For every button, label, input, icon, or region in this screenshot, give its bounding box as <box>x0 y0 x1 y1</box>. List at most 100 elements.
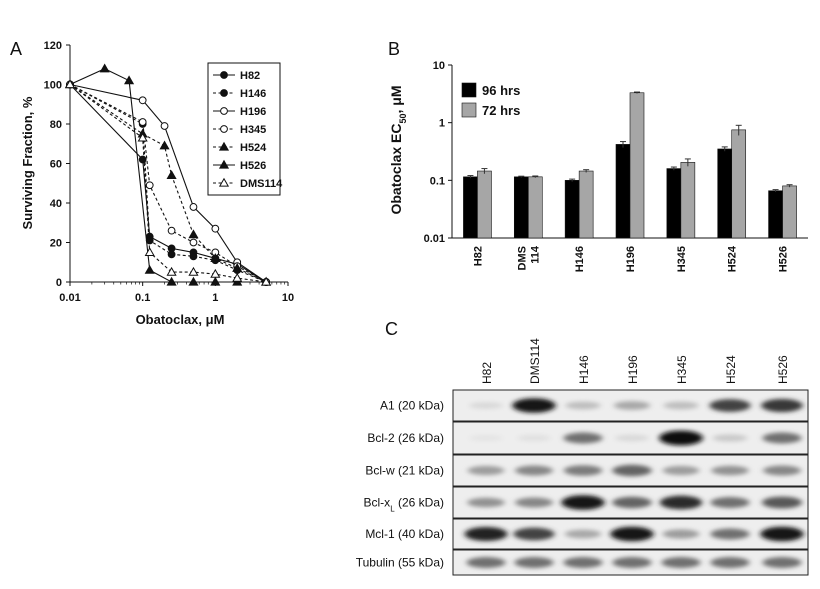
panel-a-x-tick-label: 0.01 <box>59 292 80 304</box>
panel-a-point <box>124 75 135 85</box>
panel-a-point <box>189 252 198 261</box>
panel-c-band <box>612 464 652 477</box>
panel-b-legend-swatch <box>461 102 477 118</box>
panel-b-group-h345 <box>666 158 696 239</box>
panel-a-x-tick-label: 10 <box>282 292 294 304</box>
panel-c-column-label: H345 <box>675 355 689 384</box>
panel-c-row-label: Tubulin (55 kDa) <box>356 556 444 570</box>
panel-b-group-h526 <box>768 184 797 239</box>
panel-b-group-h524 <box>717 124 747 239</box>
panel-c-row-label: Bcl-2 (26 kDa) <box>367 431 444 445</box>
panel-c-band <box>515 497 553 508</box>
panel-c-band <box>711 465 749 476</box>
panel-c-band <box>762 557 802 568</box>
panel-b-x-tick-label: DMS114 <box>516 245 541 270</box>
panel-a-y-tick-label: 60 <box>50 159 62 171</box>
panel-a-y-tick-label: 40 <box>50 198 62 210</box>
panel-a-legend: H82 H146 H196 H345 H524 H526 DMS114 <box>207 62 283 196</box>
panel-c-column-label: H526 <box>776 355 790 384</box>
panel-a-point <box>137 132 148 142</box>
panel-c-western-blot: H82 DMS114 H146 H196 H345 H524 H526 A1 (20 kDa… <box>356 338 809 576</box>
panel-a-point <box>188 266 199 276</box>
panel-c-band <box>512 398 556 413</box>
panel-b-x-tick-label: H82 <box>472 246 484 266</box>
panel-c-band <box>563 432 603 444</box>
panel-b-x-tick-label: H146 <box>574 246 586 272</box>
panel-b-bar <box>629 92 645 239</box>
panel-a-series-h526 <box>64 63 243 286</box>
panel-a-x-tick-label: 1 <box>212 292 218 304</box>
panel-a-point <box>167 226 176 235</box>
panel-b-y-tick-label: 10 <box>433 60 445 72</box>
panel-c-band <box>564 529 602 539</box>
panel-a-y-tick-label: 120 <box>44 40 62 52</box>
panel-b-legend: 96 hrs 72 hrs <box>461 82 520 118</box>
panel-a-point <box>166 276 177 286</box>
panel-b-x-tick-label: H524 <box>727 245 739 272</box>
panel-c-column-label: H146 <box>577 355 591 384</box>
panel-c-band <box>662 529 700 539</box>
panel-b-tick-labels: 0.01 0.1 1 10 H82 DMS114 H146 H196 H345 H524 H526 <box>424 60 790 272</box>
panel-a-point <box>261 276 272 286</box>
panel-c-row-label: Bcl-w (21 kDa) <box>365 464 444 478</box>
panel-a-point <box>189 238 198 247</box>
panel-c-band <box>517 434 551 442</box>
panel-a-x-tick-label: 0.1 <box>135 292 150 304</box>
panel-b-bar <box>527 176 543 239</box>
panel-a-point <box>99 63 110 73</box>
panel-c-band <box>610 526 654 542</box>
panel-a-point <box>144 247 155 257</box>
panel-b-y-axis-title-main: Obatoclax EC <box>388 124 404 215</box>
panel-a-point <box>210 268 221 278</box>
panel-a-point <box>160 122 169 130</box>
panel-c-row-label: Mcl-1 (40 kDa) <box>365 527 444 541</box>
panel-a-legend-label: DMS114 <box>240 178 283 190</box>
panel-c-band <box>464 526 508 542</box>
panel-a-legend-label: H345 <box>240 124 266 136</box>
panel-a-point <box>210 276 221 286</box>
panel-a-point <box>188 229 199 239</box>
panel-c-blot-rows: A1 (20 kDa) Bcl-2 (26 kDa) Bcl-w (21 kDa) B… <box>356 389 809 576</box>
panel-c-row-label: Bcl-xL (26 kDa) <box>364 496 444 514</box>
panel-a-y-tick-label: 80 <box>50 119 62 131</box>
panel-c-band <box>513 527 555 541</box>
panel-c-band <box>709 399 751 412</box>
panel-c-band <box>466 557 506 568</box>
panel-a-point <box>138 118 147 126</box>
panel-a-point <box>166 170 177 179</box>
panel-b-bar <box>666 168 682 239</box>
panel-c-column-label: DMS114 <box>528 338 542 384</box>
panel-c-band <box>710 557 750 568</box>
panel-b-bars <box>463 91 797 239</box>
panel-b-bar <box>768 190 783 239</box>
panel-b-bar <box>578 170 594 239</box>
panel-a-point <box>64 79 76 89</box>
panel-a-legend-marker <box>218 141 230 151</box>
panel-c-band <box>761 398 803 413</box>
panel-c-blot-row: Bcl-xL (26 kDa) <box>364 486 809 519</box>
panel-c-column-label: H196 <box>626 355 640 384</box>
panel-b-y-axis-title-sub: 50 <box>398 113 408 123</box>
panel-b-group-dms114 <box>513 175 543 239</box>
panel-c-band <box>467 497 505 508</box>
panel-a-point <box>138 96 147 105</box>
panel-a-legend-label: H82 <box>240 70 260 82</box>
panel-a-legend-marker <box>218 159 230 169</box>
panel-c-band <box>710 528 750 540</box>
panel-a-y-tick-label: 100 <box>44 80 62 92</box>
panel-a-letter: A <box>10 39 22 59</box>
panel-c-band <box>661 557 701 568</box>
panel-a-legend-label: H196 <box>240 106 266 118</box>
panel-b-y-tick-label: 0.01 <box>424 233 445 245</box>
panel-c-band <box>565 401 601 410</box>
panel-c-band <box>659 495 703 510</box>
panel-b-group-h196 <box>615 91 645 239</box>
panel-a-y-tick-label: 20 <box>50 238 62 250</box>
panel-c-column-labels: H82 DMS114 H146 H196 H345 H524 H526 <box>480 338 790 384</box>
panel-b-x-tick-label: H345 <box>676 246 688 272</box>
panel-b-bar <box>680 162 696 239</box>
panel-a-point <box>145 236 154 245</box>
panel-a-point <box>159 140 170 150</box>
